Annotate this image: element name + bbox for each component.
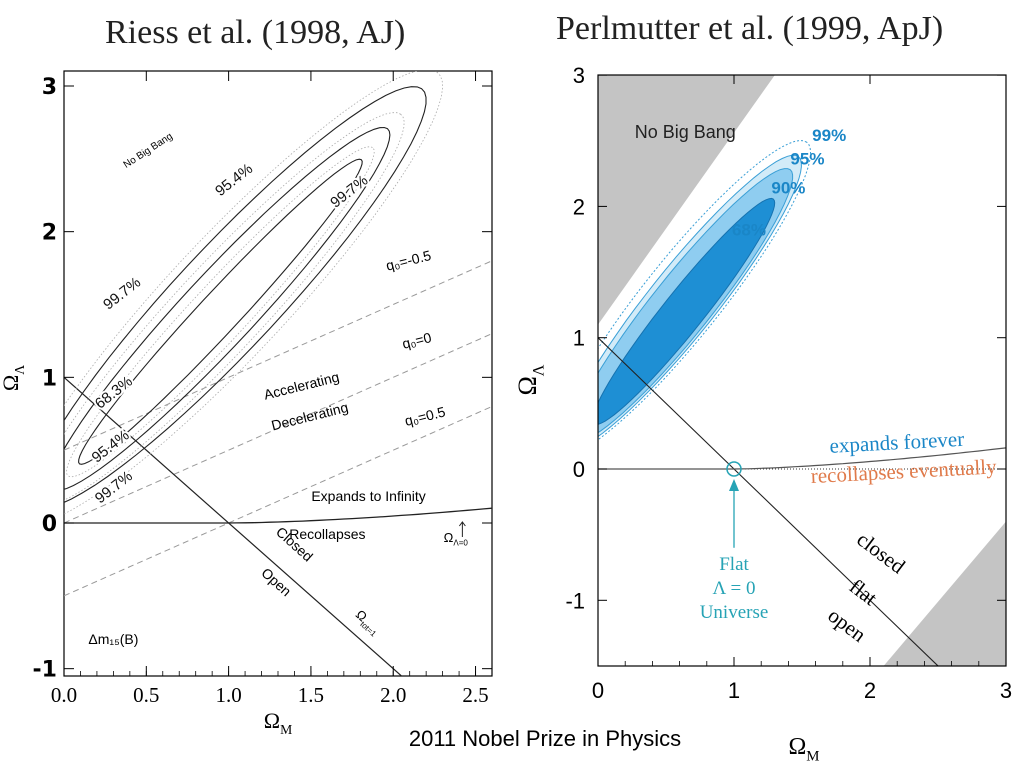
perlmutter-x-tick-label: 1 bbox=[728, 678, 740, 703]
riess-annotation: Δm₁₅(B) bbox=[88, 631, 138, 647]
perlmutter-y-tick-label: 2 bbox=[573, 194, 585, 219]
riess-y-tick-label: -1 bbox=[33, 658, 57, 683]
riess-y-tick-label: 1 bbox=[42, 366, 57, 391]
perlmutter-contour-68 bbox=[598, 197, 776, 425]
riess-y-tick-label: 2 bbox=[42, 221, 57, 246]
flat-universe-arrowhead bbox=[729, 479, 739, 491]
riess-contour-99-7 bbox=[64, 86, 427, 504]
perlmutter-x-axis-label: ΩM bbox=[788, 734, 819, 765]
perlmutter-contour-label: 68% bbox=[732, 220, 766, 239]
perlmutter-expand-boundary bbox=[598, 447, 1006, 470]
flat-universe-circle bbox=[726, 461, 742, 477]
riess-x-tick-label: 1.5 bbox=[298, 683, 324, 707]
perlmutter-plot: Flat Λ = 0 Universe 99% 95% 90% 68% No Big Bang… bbox=[513, 63, 1012, 765]
riess-contour-95-4 bbox=[64, 126, 391, 490]
riess-y-tick-label: 0 bbox=[42, 512, 57, 537]
riess-y-tick-label: 3 bbox=[42, 75, 57, 100]
riess-x-tick-label: 1.0 bbox=[215, 683, 241, 707]
riess-line-q0=0.5 bbox=[64, 406, 492, 597]
perlmutter-x-tick-label: 3 bbox=[1000, 678, 1012, 703]
flat-universe-label: Flat bbox=[719, 554, 749, 575]
riess-x-tick-label: 2.5 bbox=[462, 683, 488, 707]
riess-annotation: Expands to Infinity bbox=[311, 488, 425, 504]
riess-label-q0=0: q₀=0 bbox=[400, 329, 433, 352]
riess-contour-halo bbox=[66, 146, 375, 478]
perlmutter-contour-label: 90% bbox=[771, 178, 805, 197]
perlmutter-title: Perlmutter et al. (1999, ApJ) bbox=[556, 10, 944, 47]
riess-arrow bbox=[458, 521, 466, 537]
grey-region-bottom bbox=[883, 521, 1006, 666]
riess-x-tick-label: 2.0 bbox=[380, 683, 406, 707]
perlmutter-x-tick-label: 2 bbox=[864, 678, 876, 703]
perlmutter-x-tick-label: 0 bbox=[592, 678, 604, 703]
riess-frame bbox=[63, 70, 493, 677]
perlmutter-y-tick-label: 3 bbox=[573, 63, 585, 88]
riess-annotation: ΩΛ=0 bbox=[444, 530, 469, 548]
perlmutter-flat-line bbox=[598, 337, 939, 666]
riess-x-tick-label: 0.0 bbox=[51, 683, 77, 707]
perlmutter-y-tick-label: 1 bbox=[573, 326, 585, 351]
perlmutter-contour-label: 99% bbox=[812, 126, 846, 145]
perlmutter-contour-label: 95% bbox=[790, 149, 824, 168]
riess-line-q0=-0.5 bbox=[64, 260, 492, 451]
riess-plot: 68.3%95.4%95.4%99.7%99.7%99.7%q₀=-0.5q₀=… bbox=[0, 70, 493, 737]
riess-line-Omega_tot=1 bbox=[64, 376, 403, 676]
no-big-bang-region bbox=[598, 75, 775, 325]
riess-x-tick-label: 0.5 bbox=[133, 683, 159, 707]
riess-line-q0=0 bbox=[64, 333, 492, 524]
riess-y-axis-label: ΩΛ bbox=[0, 365, 27, 391]
riess-expand-boundary bbox=[64, 507, 492, 524]
perlmutter-contour-99 bbox=[598, 139, 812, 441]
perlmutter-y-axis-label: ΩΛ bbox=[513, 364, 547, 395]
riess-annotation: Recollapses bbox=[289, 526, 365, 542]
riess-title: Riess et al. (1998, AJ) bbox=[105, 14, 406, 51]
caption: 2011 Nobel Prize in Physics bbox=[408, 726, 682, 751]
riess-x-axis-label: ΩM bbox=[264, 708, 292, 737]
perlmutter-annotation: No Big Bang bbox=[635, 122, 736, 142]
perlmutter-y-tick-label: -1 bbox=[565, 588, 585, 613]
riess-contour-halo bbox=[64, 71, 443, 515]
flat-universe-label: Λ = 0 bbox=[712, 578, 755, 599]
perlmutter-y-tick-label: 0 bbox=[573, 457, 585, 482]
flat-universe-label: Universe bbox=[700, 602, 769, 623]
perlmutter-frame bbox=[597, 74, 1007, 667]
riess-contour-68-3 bbox=[78, 158, 363, 465]
